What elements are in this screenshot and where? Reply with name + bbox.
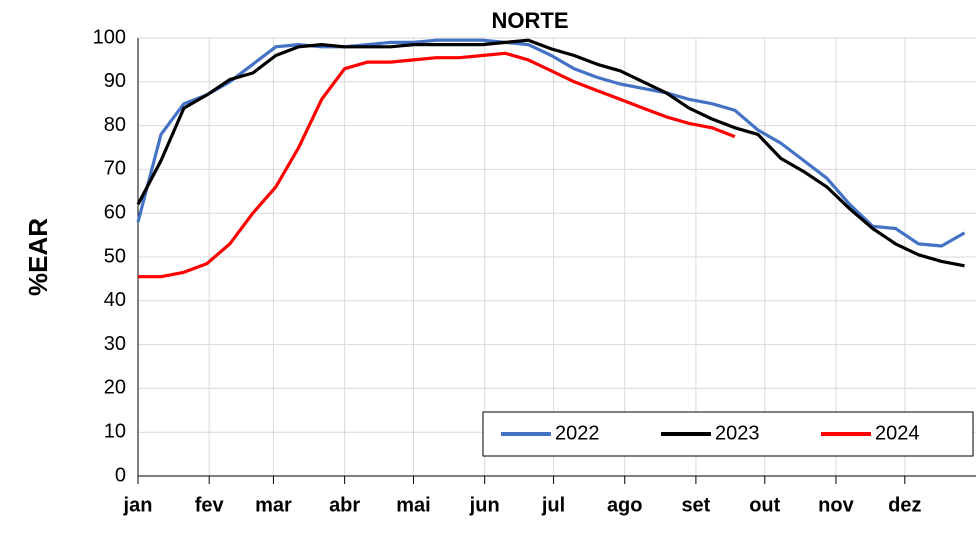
y-tick-label: 40 (104, 289, 126, 311)
x-tick-label: jun (469, 494, 500, 516)
legend: 2022 2023 2024 (482, 411, 974, 457)
chart-title: NORTE (492, 8, 569, 33)
legend-label: 2024 (875, 422, 920, 444)
x-tick-label: set (681, 494, 710, 516)
y-tick-label: 60 (104, 201, 126, 223)
y-tick-label: 100 (93, 26, 126, 48)
legend-box (482, 411, 974, 457)
x-tick-label: jan (123, 494, 153, 516)
x-tick-label: abr (329, 494, 360, 516)
legend-label: 2022 (555, 422, 600, 444)
x-tick-label: jul (541, 494, 565, 516)
x-tick-label: mar (255, 494, 292, 516)
y-tick-label: 20 (104, 377, 126, 399)
series-line (138, 51, 736, 279)
series-line (136, 38, 965, 268)
y-tick-label: 80 (104, 114, 126, 136)
y-tick-label: 30 (104, 333, 126, 355)
y-tick-label: 0 (115, 464, 126, 486)
x-tick-label: mai (396, 494, 430, 516)
y-tick-label: 70 (104, 158, 126, 180)
series-line (136, 38, 966, 248)
y-tick-label: 10 (104, 420, 126, 442)
y-tick-label: 50 (104, 245, 126, 267)
y-tick-label: 90 (104, 70, 126, 92)
x-tick-label: dez (888, 494, 921, 516)
legend-label: 2023 (715, 422, 760, 444)
x-tick-label: fev (195, 494, 225, 516)
x-tick-label: nov (818, 494, 854, 516)
x-tick-label: out (749, 494, 780, 516)
x-tick-label: ago (607, 494, 643, 516)
y-axis-label: %EAR (23, 218, 53, 296)
